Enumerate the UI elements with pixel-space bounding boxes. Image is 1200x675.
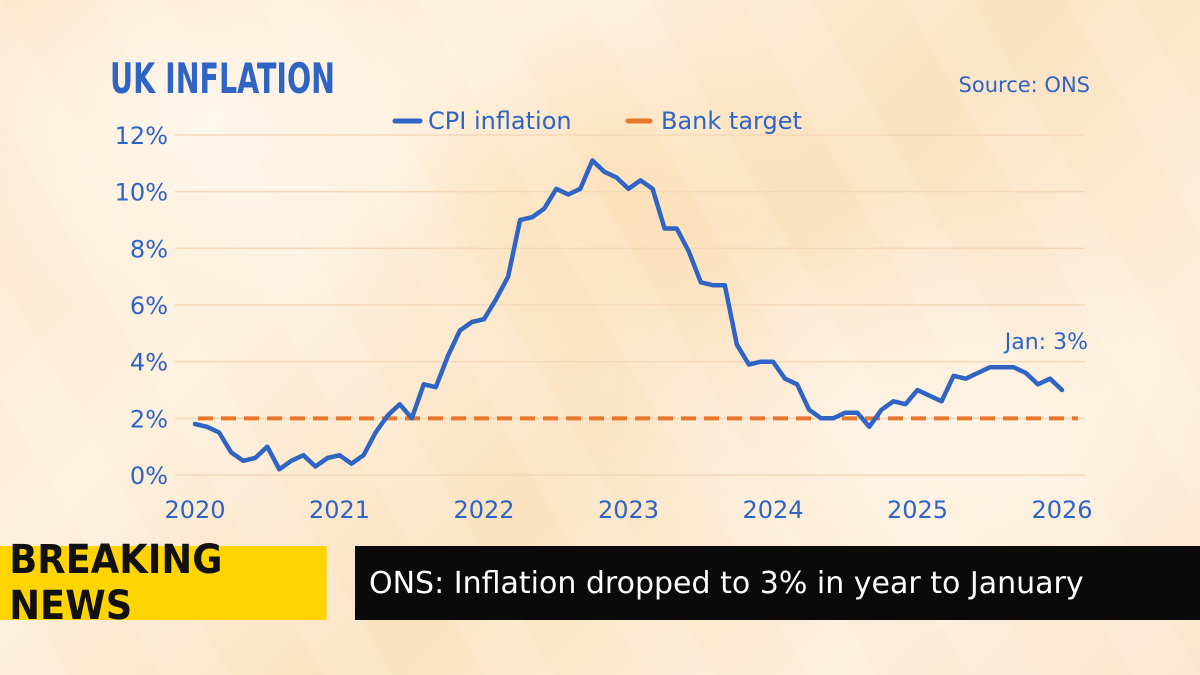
breaking-news-headline: ONS: Inflation dropped to 3% in year to … xyxy=(355,546,1200,620)
x-tick-label: 2023 xyxy=(598,496,659,524)
cpi-inflation-line xyxy=(192,158,1065,472)
inflation-chart: UK INFLATION Source: ONS CPI inflation B… xyxy=(110,54,1093,524)
latest-annotation: Jan: 3% xyxy=(1003,330,1088,355)
cpi-data-points xyxy=(195,160,1062,469)
x-tick-label: 2020 xyxy=(164,496,225,524)
y-axis-ticks: 0% 2% 4% 6% 8% 10% 12% xyxy=(115,122,168,490)
y-tick-label: 6% xyxy=(130,292,168,320)
y-tick-label: 10% xyxy=(115,179,168,207)
y-tick-label: 0% xyxy=(130,462,168,490)
y-tick-label: 2% xyxy=(130,405,168,433)
x-axis-ticks: 2020 2021 2022 2023 2024 2025 2026 xyxy=(164,496,1092,524)
chart-title: UK INFLATION xyxy=(110,54,335,103)
grid-lines xyxy=(175,134,1085,476)
x-tick-label: 2022 xyxy=(453,496,514,524)
breaking-news-label: BREAKING NEWS xyxy=(0,537,327,629)
y-tick-label: 8% xyxy=(130,235,168,263)
x-tick-label: 2021 xyxy=(309,496,370,524)
breaking-news-ticker: BREAKING NEWS ONS: Inflation dropped to … xyxy=(0,537,1200,629)
legend: CPI inflation Bank target xyxy=(392,107,802,135)
legend-label-target: Bank target xyxy=(661,107,802,135)
x-tick-label: 2025 xyxy=(887,496,948,524)
x-tick-label: 2026 xyxy=(1031,496,1092,524)
legend-label-cpi: CPI inflation xyxy=(428,107,572,135)
y-tick-label: 4% xyxy=(130,349,168,377)
x-tick-label: 2024 xyxy=(742,496,803,524)
y-tick-label: 12% xyxy=(115,122,168,150)
source-label: Source: ONS xyxy=(959,73,1090,97)
